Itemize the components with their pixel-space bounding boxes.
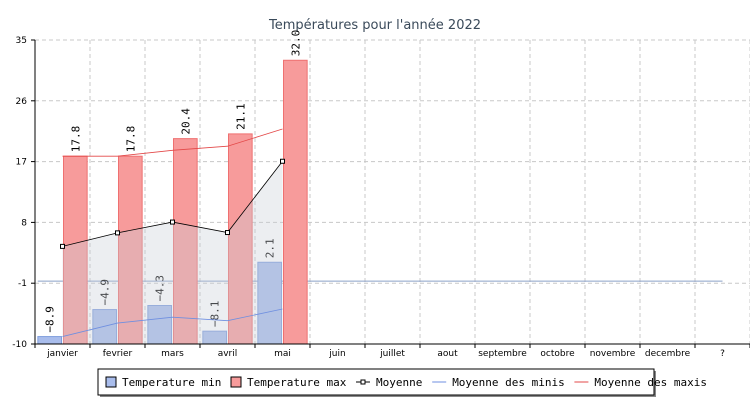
x-tick-label: octobre — [540, 349, 575, 359]
moyenne-marker — [225, 230, 230, 236]
bar-data-label: −4.9 — [99, 279, 112, 306]
legend-box — [97, 368, 655, 396]
x-tick-label: janvier — [46, 349, 78, 359]
bar-data-label: 17.8 — [69, 126, 82, 153]
x-tick-label: juillet — [379, 349, 405, 359]
legend-swatch-max — [230, 376, 242, 388]
y-tick-label: 26 — [16, 97, 28, 107]
line-moyenne-maxis — [62, 128, 283, 157]
x-tick-label: fevrier — [103, 349, 133, 359]
y-tick-label: 17 — [16, 158, 27, 168]
bar-data-label: −4.3 — [154, 275, 167, 302]
moyenne-marker — [170, 219, 175, 225]
bar-data-label: −8.1 — [209, 301, 222, 328]
x-tick-label: aout — [437, 349, 458, 359]
bar-data-label: 21.1 — [234, 103, 247, 130]
x-tick-label: decembre — [645, 349, 691, 359]
y-tick-label: -10 — [12, 340, 27, 350]
legend-label: Moyenne — [376, 376, 422, 389]
bar-data-label: 20.4 — [179, 108, 192, 135]
bar-data-label: 32.0 — [289, 30, 302, 57]
legend-label: Temperature min — [122, 376, 221, 389]
legend-swatch-min — [105, 376, 117, 388]
legend-label: Temperature max — [247, 376, 347, 389]
bar-data-label: 17.8 — [124, 126, 137, 153]
y-tick-label: -1 — [18, 279, 27, 289]
x-tick-label: novembre — [590, 349, 636, 359]
x-tick-label: mars — [161, 349, 184, 359]
x-tick-label: avril — [218, 349, 238, 359]
bar-data-label: 2.1 — [264, 238, 277, 258]
bar-temperature-max — [283, 59, 308, 345]
moyenne-marker — [60, 243, 65, 249]
moyenne-marker — [280, 158, 285, 164]
bar-temperature-min — [37, 336, 62, 345]
x-tick-label: mai — [274, 349, 291, 359]
moyenne-marker — [115, 230, 120, 236]
line-moyenne-minis — [62, 308, 283, 337]
x-tick-label: juin — [328, 349, 345, 359]
legend-label: Moyenne des maxis — [594, 376, 707, 389]
x-tick-label: septembre — [478, 349, 527, 359]
legend-label: Moyenne des minis — [452, 376, 565, 389]
y-tick-label: 35 — [16, 36, 27, 46]
legend-marker — [360, 379, 366, 385]
average-area — [62, 161, 283, 344]
bar-data-label: −8.9 — [44, 306, 57, 333]
y-tick-label: 8 — [21, 218, 27, 228]
x-tick-label: ? — [720, 349, 725, 359]
chart-title: Températures pour l'année 2022 — [268, 18, 481, 33]
